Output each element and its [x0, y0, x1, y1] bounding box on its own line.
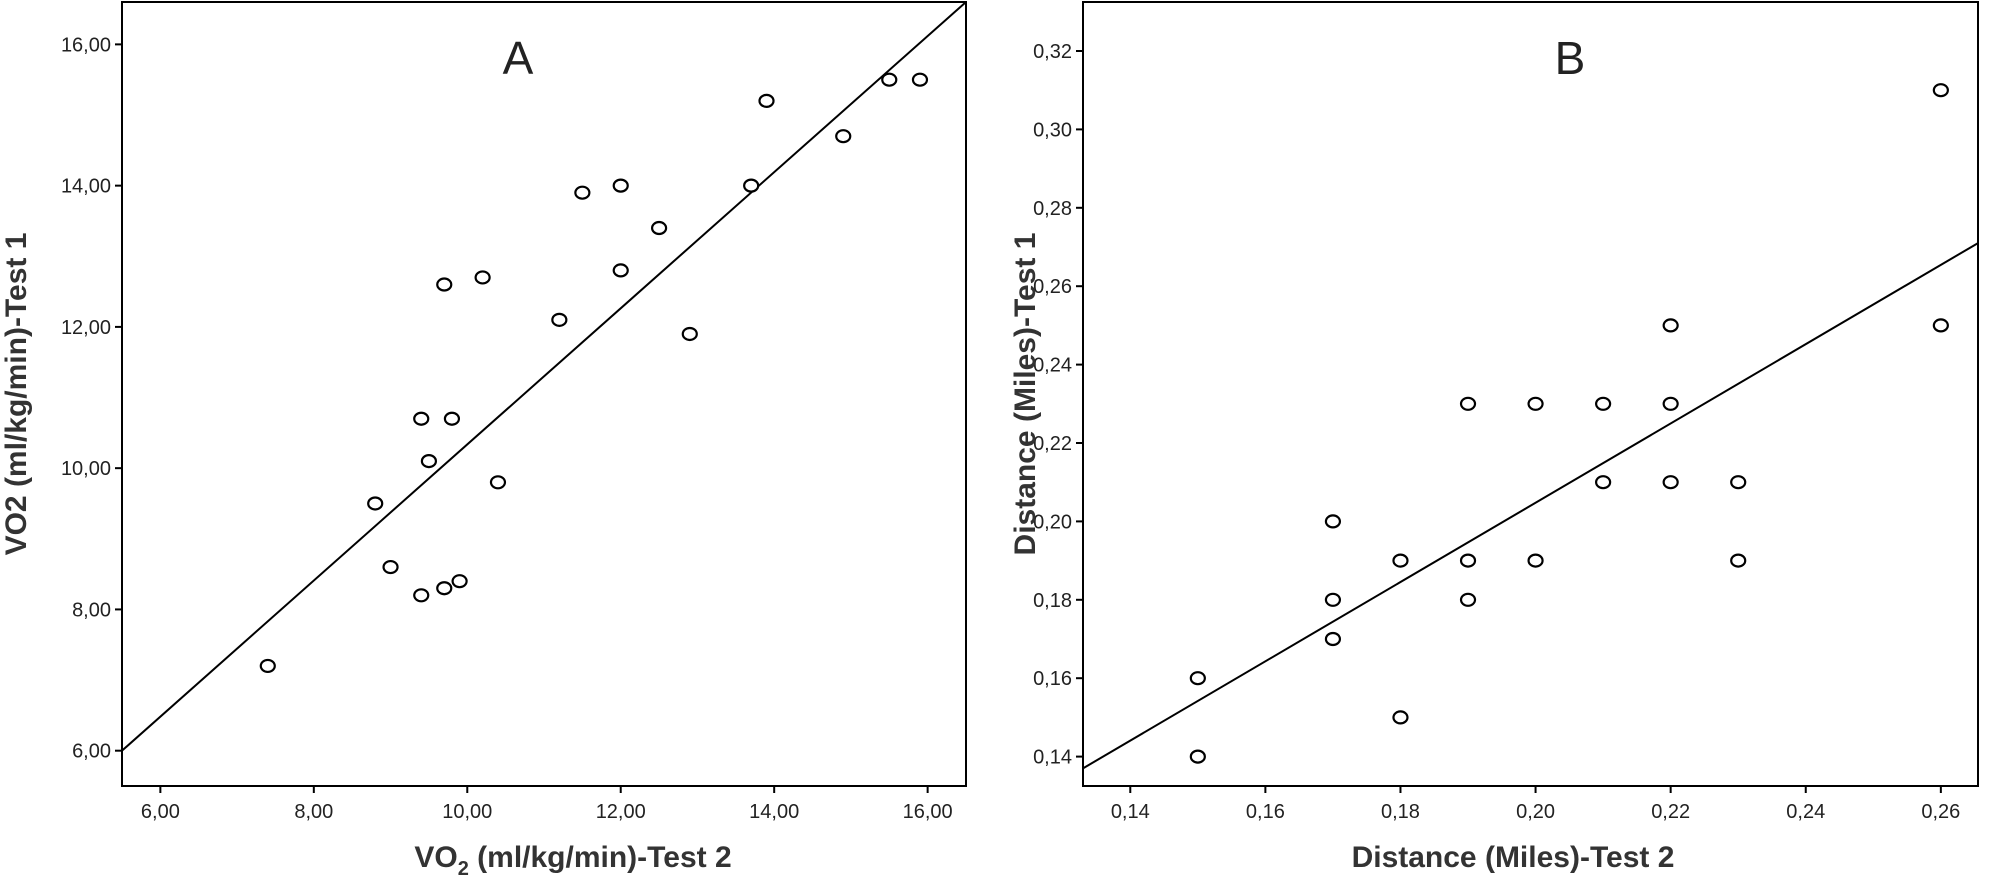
data-point [743, 178, 760, 193]
x-tick-label: 0,26 [1921, 801, 1960, 823]
data-point [1595, 475, 1612, 490]
x-tick-label: 10,00 [442, 801, 492, 823]
panel-a-x-title-rest: (ml/kg/min)-Test 2 [469, 841, 732, 874]
x-tick-label: 14,00 [749, 801, 799, 823]
panel-a-y-axis-title: VO2 (ml/kg/min)-Test 1 [0, 233, 33, 556]
data-point [1189, 749, 1206, 764]
panel-a-x-title-subscript: 2 [458, 858, 469, 878]
data-point [1730, 475, 1747, 490]
y-tick-label: 16,00 [61, 34, 111, 56]
data-point [1662, 318, 1679, 333]
data-point [911, 72, 929, 87]
data-point [382, 559, 399, 575]
data-point [367, 496, 384, 511]
x-tick-label: 0,20 [1516, 801, 1555, 823]
data-point [1459, 396, 1477, 411]
data-point [758, 93, 775, 108]
data-point [881, 72, 898, 87]
data-point [650, 220, 668, 236]
data-point [835, 129, 852, 144]
y-tick-label: 0,30 [1033, 119, 1072, 141]
data-point [1662, 396, 1679, 411]
x-tick-label: 0,22 [1651, 801, 1690, 823]
x-tick-label: 16,00 [903, 801, 953, 823]
y-tick-label: 14,00 [61, 176, 111, 198]
panel-a-x-title-main: VO [414, 841, 457, 874]
x-tick-label: 0,14 [1111, 801, 1150, 823]
data-point [612, 263, 629, 278]
data-point [1392, 710, 1409, 725]
panel-b-fit-line [1082, 242, 1979, 770]
y-tick-label: 12,00 [61, 317, 111, 339]
data-point [436, 277, 453, 292]
data-point [451, 574, 468, 589]
data-point [574, 185, 591, 200]
data-point [1527, 396, 1544, 411]
data-point [1324, 631, 1342, 647]
panel-b-label: B [1555, 32, 1586, 84]
panel-a-label: A [503, 32, 534, 84]
y-tick-label: 6,00 [72, 741, 111, 763]
y-tick-label: 0,14 [1033, 747, 1072, 769]
data-point [413, 588, 430, 603]
panel-b-y-axis: 0,14 0,16 0,18 0,20 0,22 0,24 0,26 0,28 0,30 0,32 [1033, 41, 1083, 769]
y-tick-label: 0,16 [1033, 668, 1072, 690]
panel-a-y-axis: 6,00 8,00 10,00 12,00 14,00 16,00 [61, 34, 122, 763]
data-point [474, 270, 491, 285]
x-tick-label: 0,16 [1246, 801, 1285, 823]
y-tick-label: 0,26 [1033, 276, 1072, 298]
y-tick-label: 0,28 [1033, 198, 1072, 220]
data-point [1189, 671, 1206, 686]
data-point [1527, 553, 1544, 568]
x-tick-label: 8,00 [294, 801, 333, 823]
panel-a-plot-area [121, 1, 967, 787]
data-point [436, 581, 453, 596]
panel-a-x-axis: 6,00 8,00 10,00 12,00 14,00 16,00 [141, 786, 953, 823]
y-tick-label: 0,24 [1033, 355, 1072, 377]
y-tick-label: 0,32 [1033, 41, 1072, 63]
panel-b-y-axis-title: Distance (Miles)-Test 1 [1009, 233, 1042, 556]
data-point [1459, 553, 1477, 568]
data-point [551, 312, 568, 327]
panel-a: A 6,00 8,00 10,00 12,00 14,00 16,00 6,00 8,00 1… [0, 1, 967, 878]
x-tick-label: 6,00 [141, 801, 180, 823]
data-point [1932, 83, 1949, 98]
panel-b-plot-area [1082, 1, 1979, 787]
y-tick-label: 8,00 [72, 599, 111, 621]
data-point [420, 453, 438, 469]
panel-b-points [1189, 83, 1949, 764]
y-tick-label: 0,18 [1033, 590, 1072, 612]
data-point [1324, 514, 1342, 529]
data-point [413, 411, 430, 426]
x-tick-label: 0,18 [1381, 801, 1420, 823]
data-point [1595, 396, 1612, 411]
y-tick-label: 10,00 [61, 458, 111, 480]
data-point [681, 326, 698, 342]
x-tick-label: 12,00 [596, 801, 646, 823]
panel-a-fit-line [121, 1, 967, 752]
panel-b: B 0,140,160,180,200,220,240,260,280,300,… [1009, 1, 1979, 874]
data-point [1459, 592, 1477, 607]
panel-b-x-axis-title: Distance (Miles)-Test 2 [1352, 841, 1675, 874]
x-tick-label: 0,24 [1786, 801, 1825, 823]
data-point [1324, 592, 1342, 607]
y-tick-label: 0,22 [1033, 433, 1072, 455]
y-tick-label: 0,20 [1033, 511, 1072, 533]
panel-b-x-axis: 0,14 0,16 0,18 0,20 0,22 0,24 0,26 [1111, 786, 1960, 823]
data-point [1932, 318, 1949, 333]
data-point [1730, 553, 1747, 568]
data-point [259, 658, 276, 674]
data-point [443, 411, 461, 426]
panel-a-x-axis-title: VO2 (ml/kg/min)-Test 2 [414, 841, 731, 878]
data-point [489, 475, 507, 490]
data-point [612, 178, 629, 193]
data-point [1662, 475, 1679, 490]
panel-a-points [259, 72, 929, 674]
data-point [1392, 553, 1409, 568]
